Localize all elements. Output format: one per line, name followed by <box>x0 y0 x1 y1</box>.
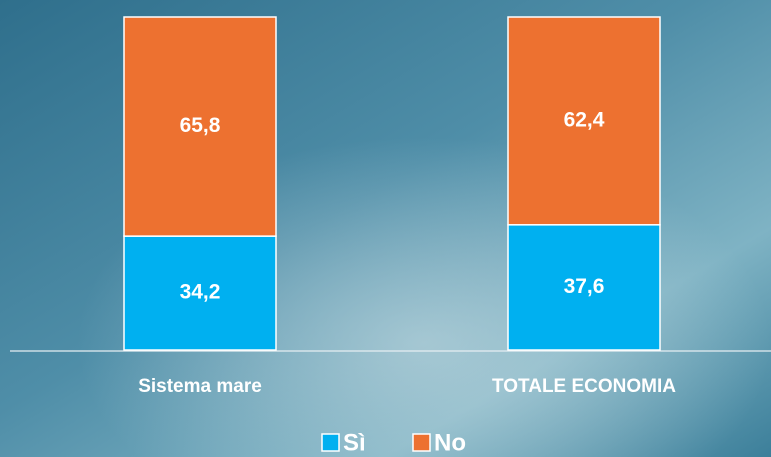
bar-segment <box>123 235 277 351</box>
legend-swatch <box>321 433 340 452</box>
legend-label: Sì <box>343 429 366 456</box>
legend-label: No <box>434 429 466 456</box>
legend-swatch <box>412 433 431 452</box>
x-tick-label: TOTALE ECONOMIA <box>492 376 676 397</box>
bar-segment <box>507 16 661 226</box>
x-tick-label: Sistema mare <box>138 376 262 397</box>
data-label: 34,2 <box>180 281 221 304</box>
bar-segment <box>507 224 661 351</box>
data-label: 65,8 <box>180 114 221 137</box>
data-label: 37,6 <box>564 275 605 298</box>
data-label: 62,4 <box>564 108 605 131</box>
bar-segment <box>123 16 277 237</box>
